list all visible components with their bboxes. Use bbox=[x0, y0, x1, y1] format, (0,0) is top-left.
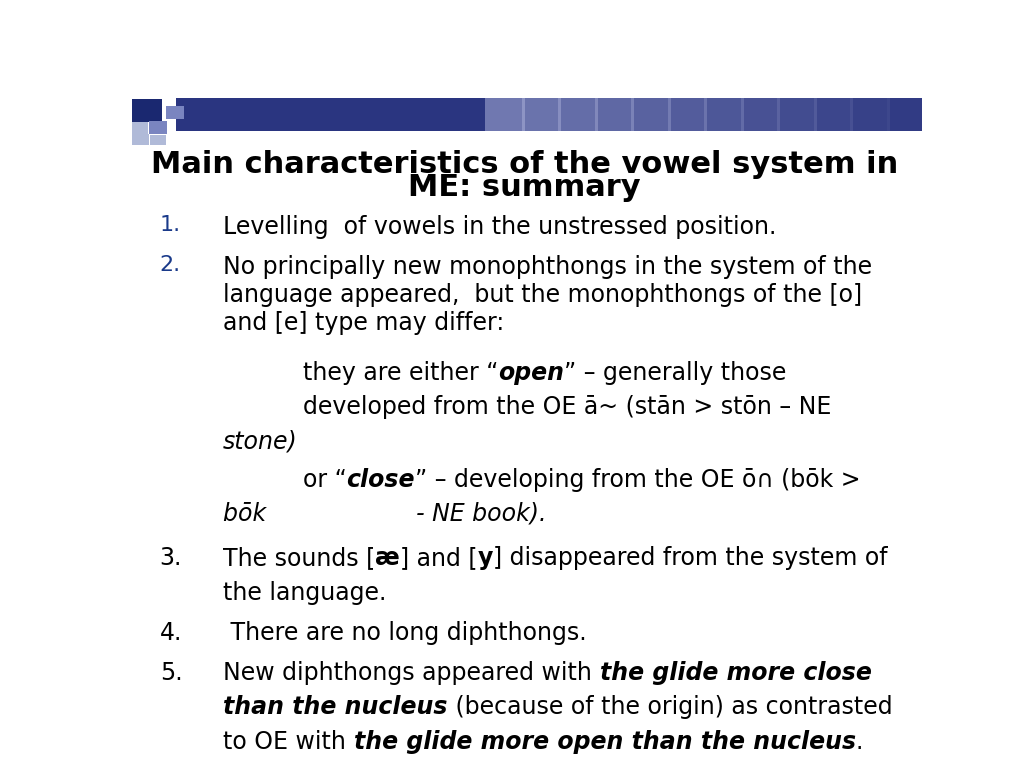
Text: ME: summary: ME: summary bbox=[409, 174, 641, 203]
Text: ” – developing from the OE ō∩ (bōk >: ” – developing from the OE ō∩ (bōk > bbox=[415, 468, 860, 492]
Bar bbox=[887, 98, 927, 131]
Bar bbox=[595, 98, 634, 131]
Bar bbox=[132, 134, 150, 145]
Text: open: open bbox=[498, 361, 564, 385]
Bar bbox=[850, 98, 890, 131]
Text: y: y bbox=[478, 546, 494, 571]
Bar bbox=[668, 98, 708, 131]
Bar bbox=[705, 98, 743, 131]
Text: æ: æ bbox=[376, 546, 400, 571]
Text: .: . bbox=[856, 730, 863, 753]
Text: 3.: 3. bbox=[160, 546, 182, 571]
Text: 5.: 5. bbox=[160, 661, 182, 685]
Bar bbox=[485, 98, 524, 131]
Bar bbox=[521, 98, 561, 131]
Text: the glide more close: the glide more close bbox=[600, 661, 871, 685]
Text: they are either “: they are either “ bbox=[303, 361, 498, 385]
Bar bbox=[150, 121, 167, 134]
Bar bbox=[558, 98, 598, 131]
Text: the glide more open than the nucleus: the glide more open than the nucleus bbox=[353, 730, 856, 753]
Bar bbox=[740, 98, 780, 131]
Text: No principally new monophthongs in the system of the
language appeared,  but the: No principally new monophthongs in the s… bbox=[223, 256, 872, 335]
Bar bbox=[151, 134, 166, 145]
Text: (because of the origin) as contrasted: (because of the origin) as contrasted bbox=[447, 695, 892, 720]
Text: or “: or “ bbox=[303, 468, 346, 492]
Text: stone): stone) bbox=[223, 429, 298, 453]
Text: to OE with: to OE with bbox=[223, 730, 353, 753]
Bar bbox=[132, 99, 162, 121]
Bar bbox=[176, 98, 922, 131]
Text: There are no long diphthongs.: There are no long diphthongs. bbox=[223, 621, 587, 645]
Text: bōk                    - NE book).: bōk - NE book). bbox=[223, 502, 547, 526]
Text: 2.: 2. bbox=[160, 256, 181, 276]
Text: ] and [: ] and [ bbox=[400, 546, 478, 571]
Text: the language.: the language. bbox=[223, 581, 387, 604]
Text: developed from the OE ā~ (stān > stōn – NE: developed from the OE ā~ (stān > stōn – … bbox=[303, 395, 830, 419]
Text: ” – generally those: ” – generally those bbox=[564, 361, 786, 385]
Bar bbox=[166, 106, 183, 119]
Text: The sounds [: The sounds [ bbox=[223, 546, 376, 571]
Text: 1.: 1. bbox=[160, 215, 181, 235]
Text: ] disappeared from the system of: ] disappeared from the system of bbox=[494, 546, 888, 571]
Bar bbox=[814, 98, 853, 131]
Bar bbox=[777, 98, 817, 131]
Bar bbox=[631, 98, 671, 131]
Text: than the nucleus: than the nucleus bbox=[223, 695, 447, 720]
Text: Main characteristics of the vowel system in: Main characteristics of the vowel system… bbox=[152, 150, 898, 179]
Bar bbox=[132, 121, 147, 134]
Text: Levelling  of vowels in the unstressed position.: Levelling of vowels in the unstressed po… bbox=[223, 215, 776, 239]
Text: New diphthongs appeared with: New diphthongs appeared with bbox=[223, 661, 600, 685]
Text: 4.: 4. bbox=[160, 621, 182, 645]
Text: close: close bbox=[346, 468, 415, 492]
